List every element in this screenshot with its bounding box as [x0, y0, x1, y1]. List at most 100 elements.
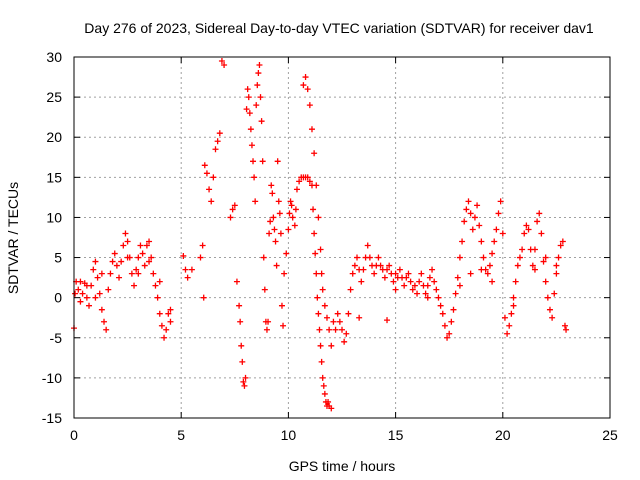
- data-point: [495, 210, 502, 217]
- data-point: [240, 378, 247, 385]
- x-tick-label: 0: [70, 427, 78, 443]
- data-point: [165, 310, 172, 317]
- data-point: [109, 258, 116, 265]
- data-point: [491, 238, 498, 245]
- data-point: [405, 270, 412, 277]
- data-point: [512, 278, 519, 285]
- data-point: [248, 142, 255, 149]
- data-point: [263, 326, 270, 333]
- data-point: [271, 226, 278, 233]
- data-point: [321, 302, 328, 309]
- data-point: [544, 294, 551, 301]
- data-point: [493, 226, 500, 233]
- data-point: [311, 150, 318, 157]
- data-point: [396, 266, 403, 273]
- chart-title: Day 276 of 2023, Sidereal Day-to-day VTE…: [84, 20, 594, 36]
- data-point: [501, 314, 508, 321]
- data-point: [141, 262, 148, 269]
- data-point: [553, 270, 560, 277]
- data-point: [163, 326, 170, 333]
- data-point: [414, 290, 421, 297]
- data-point: [332, 326, 339, 333]
- data-point: [563, 326, 570, 333]
- data-point: [433, 286, 440, 293]
- data-point: [508, 310, 515, 317]
- data-point: [243, 106, 250, 113]
- data-point: [143, 242, 150, 249]
- data-point: [261, 286, 268, 293]
- data-point: [206, 186, 213, 193]
- data-points: [71, 58, 570, 412]
- data-point: [239, 358, 246, 365]
- data-point: [208, 198, 215, 205]
- data-point: [364, 242, 371, 249]
- data-point: [300, 82, 307, 89]
- data-point: [313, 270, 320, 277]
- data-point: [98, 306, 105, 313]
- data-point: [113, 262, 120, 269]
- data-point: [137, 242, 144, 249]
- y-tick-label: 25: [46, 89, 62, 105]
- data-point: [317, 246, 324, 253]
- data-point: [269, 190, 276, 197]
- data-point: [128, 270, 135, 277]
- data-point: [77, 298, 84, 305]
- data-point: [347, 286, 354, 293]
- data-point: [381, 274, 388, 281]
- data-point: [246, 110, 253, 117]
- x-tick-label: 10: [281, 427, 297, 443]
- y-tick-label: 0: [54, 290, 62, 306]
- data-point: [506, 322, 513, 329]
- data-point: [256, 62, 263, 69]
- data-point: [467, 270, 474, 277]
- data-point: [94, 274, 101, 281]
- data-point: [317, 342, 324, 349]
- data-point: [351, 262, 358, 269]
- data-point: [407, 278, 414, 285]
- data-point: [497, 198, 504, 205]
- data-point: [392, 286, 399, 293]
- data-point: [221, 62, 228, 69]
- data-point: [390, 278, 397, 285]
- data-point: [278, 302, 285, 309]
- data-point: [401, 282, 408, 289]
- data-point: [250, 158, 257, 165]
- data-point: [375, 254, 382, 261]
- data-point: [540, 258, 547, 265]
- data-point: [152, 282, 159, 289]
- data-point: [150, 270, 157, 277]
- data-point: [384, 317, 391, 324]
- data-point: [354, 254, 361, 261]
- data-point: [184, 274, 191, 281]
- data-point: [167, 306, 174, 313]
- data-point: [474, 202, 481, 209]
- data-point: [135, 270, 142, 277]
- data-point: [551, 290, 558, 297]
- data-point: [280, 322, 287, 329]
- data-point: [534, 218, 541, 225]
- data-point: [371, 270, 378, 277]
- data-point: [489, 250, 496, 257]
- x-tick-label: 20: [495, 427, 511, 443]
- y-tick-label: -15: [42, 410, 62, 426]
- data-point: [504, 330, 511, 337]
- data-point: [326, 326, 333, 333]
- data-point: [459, 238, 466, 245]
- y-tick-label: -10: [42, 370, 62, 386]
- data-point: [105, 286, 112, 293]
- data-point: [156, 278, 163, 285]
- data-point: [135, 254, 142, 261]
- data-point: [555, 254, 562, 261]
- data-point: [273, 262, 280, 269]
- data-point: [83, 282, 90, 289]
- data-point: [444, 334, 451, 341]
- data-point: [316, 326, 323, 333]
- data-point: [214, 138, 221, 145]
- data-point: [139, 250, 146, 257]
- data-point: [510, 294, 517, 301]
- data-point: [242, 374, 249, 381]
- data-point: [244, 86, 251, 93]
- data-point: [311, 230, 318, 237]
- data-point: [323, 314, 330, 321]
- data-point: [133, 266, 140, 273]
